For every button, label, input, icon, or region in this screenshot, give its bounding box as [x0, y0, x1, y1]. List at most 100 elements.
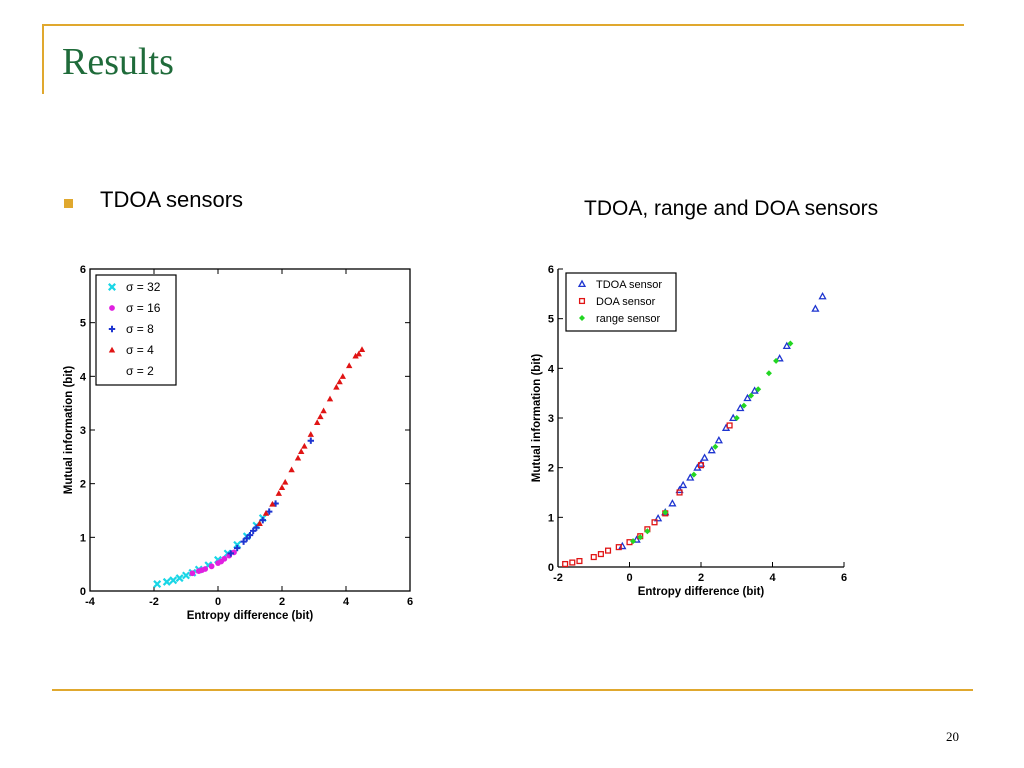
data-point [262, 509, 270, 516]
data-point [208, 563, 215, 570]
data-point [690, 471, 697, 478]
legend-label: σ = 16 [126, 301, 161, 315]
series-3 [227, 437, 314, 557]
data-point [233, 540, 242, 549]
y-tick-label: 3 [548, 413, 554, 425]
legend-label: DOA sensor [596, 296, 656, 308]
x-tick-label: -2 [149, 596, 159, 608]
y-tick-label: 6 [548, 264, 554, 276]
data-point [651, 519, 658, 526]
data-point [352, 352, 359, 359]
data-point [637, 534, 644, 541]
data-point [632, 535, 641, 543]
data-point [169, 576, 178, 585]
y-tick-label: 4 [548, 363, 555, 375]
data-point [266, 508, 273, 515]
data-point [162, 577, 171, 586]
data-point [182, 571, 190, 580]
x-tick-label: 0 [626, 572, 632, 584]
data-point [775, 354, 784, 362]
data-point [679, 480, 688, 489]
data-point [726, 422, 733, 429]
series-4 [256, 346, 366, 526]
y-tick-label: 6 [80, 264, 86, 276]
data-point [218, 558, 225, 565]
data-point [227, 550, 234, 557]
data-point [782, 341, 791, 350]
legend-label: σ = 4 [126, 343, 154, 357]
y-tick-label: 5 [548, 314, 554, 326]
data-point [697, 462, 705, 469]
legend-marker [577, 279, 587, 288]
data-point [240, 538, 247, 545]
data-point [712, 443, 719, 450]
data-point [288, 466, 295, 473]
data-point [686, 473, 695, 481]
bullet-marker [64, 199, 73, 208]
x-tick-label: 6 [407, 596, 413, 608]
data-point [653, 513, 663, 522]
data-point [811, 304, 820, 312]
data-point [278, 484, 286, 490]
y-tick-label: 2 [80, 479, 86, 491]
legend-label: σ = 32 [126, 280, 161, 294]
data-point [714, 436, 723, 444]
page-number: 20 [946, 729, 959, 744]
data-point [250, 527, 257, 535]
data-point [301, 442, 308, 449]
legend-label: σ = 2 [126, 364, 154, 378]
data-point [269, 500, 276, 507]
bullet-text: TDOA sensors [100, 187, 244, 212]
y-axis-label: Mutual information (bit) [63, 366, 75, 495]
data-point [662, 509, 669, 516]
data-point [294, 454, 302, 461]
data-point [605, 547, 612, 554]
x-tick-label: 4 [343, 596, 350, 608]
legend: σ = 32 σ = 16 σ = 8 σ = 4 σ = 2 [95, 274, 177, 386]
data-point [275, 490, 282, 496]
data-point [765, 370, 772, 377]
top-rule [42, 24, 964, 26]
series-2 [562, 422, 733, 568]
data-point [358, 346, 366, 353]
data-point [740, 402, 747, 409]
data-point [733, 415, 740, 421]
data-point [615, 544, 622, 551]
data-point [562, 560, 569, 568]
x-tick-label: 2 [279, 596, 285, 608]
legend-label: range sensor [596, 313, 661, 325]
data-point [259, 516, 266, 524]
data-point [153, 580, 162, 589]
legend-marker [108, 325, 116, 333]
data-point [320, 407, 327, 414]
data-point [298, 448, 305, 455]
legend-marker [578, 297, 586, 305]
y-tick-label: 0 [548, 562, 554, 574]
data-point [317, 413, 324, 420]
legend-marker [579, 315, 585, 321]
data-point [326, 395, 334, 402]
data-point [750, 386, 759, 394]
right-chart-caption: TDOA, range and DOA sensors [584, 197, 879, 220]
data-point [590, 554, 597, 561]
data-point [787, 340, 794, 347]
legend: TDOA sensor DOA sensor range sensor [565, 272, 677, 332]
data-point [307, 437, 314, 444]
data-point [576, 557, 583, 565]
data-point [618, 541, 627, 550]
data-point [755, 386, 762, 393]
data-point [736, 403, 745, 412]
data-point [569, 559, 576, 566]
y-tick-label: 1 [548, 512, 554, 524]
data-point [707, 445, 716, 454]
data-point [314, 419, 321, 426]
data-point [818, 291, 827, 300]
data-point [175, 574, 184, 583]
x-tick-label: -4 [85, 596, 96, 608]
left-scatter-chart: -4 -2 0 2 4 6 0 1 2 3 4 5 6 Entropy difference (bit) M… [63, 264, 413, 622]
slide-title: Results [62, 41, 174, 83]
data-point [676, 489, 683, 496]
data-point [748, 392, 755, 399]
series-1 [153, 514, 267, 589]
